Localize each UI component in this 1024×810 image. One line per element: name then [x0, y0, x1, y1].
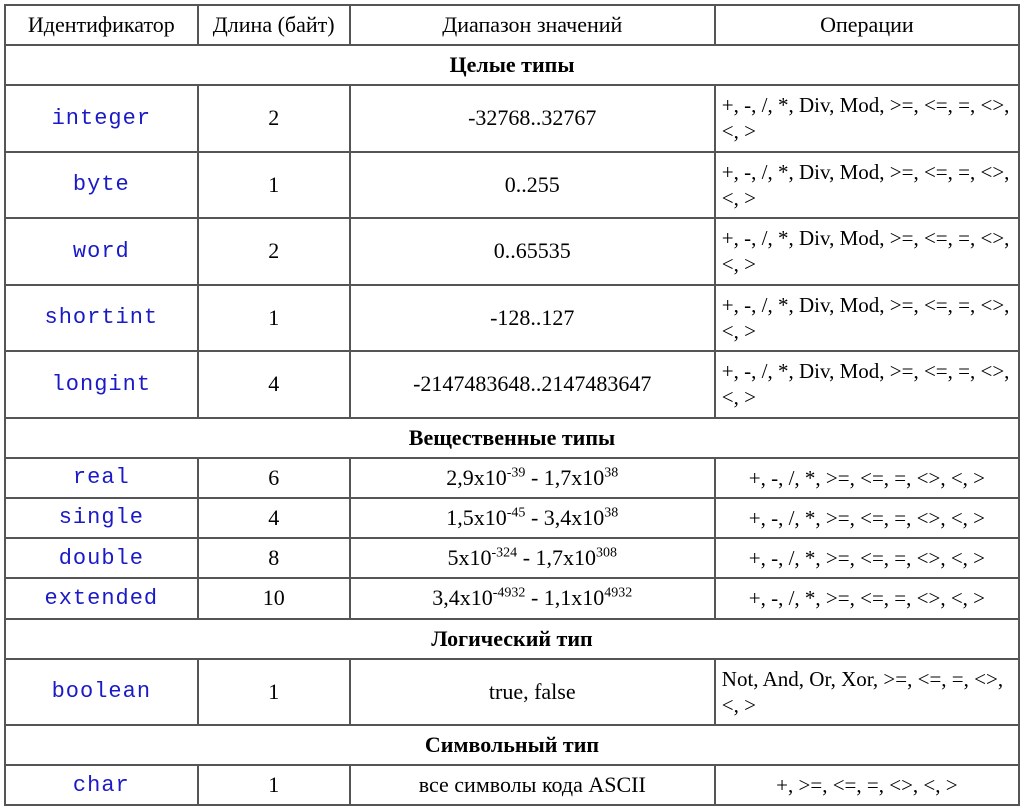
row-operations: +, -, /, *, Div, Mod, >=, <=, =, <>, <, …: [715, 152, 1019, 219]
table-row: longint 4 -2147483648..2147483647 +, -, …: [5, 351, 1019, 418]
row-identifier: byte: [5, 152, 198, 219]
section-header-integer: Целые типы: [5, 45, 1019, 85]
row-operations: +, -, /, *, >=, <=, =, <>, <, >: [715, 498, 1019, 538]
row-length: 8: [198, 538, 350, 578]
row-range: 3,4х10-4932 - 1,1х104932: [350, 578, 715, 618]
row-length: 1: [198, 152, 350, 219]
row-identifier: boolean: [5, 659, 198, 726]
row-operations: +, -, /, *, Div, Mod, >=, <=, =, <>, <, …: [715, 285, 1019, 352]
row-range: -32768..32767: [350, 85, 715, 152]
table-row: char 1 все символы кода ASCII +, >=, <=,…: [5, 765, 1019, 805]
row-length: 4: [198, 351, 350, 418]
header-length: Длина (байт): [198, 5, 350, 45]
table-row: single 4 1,5х10-45 - 3,4х1038 +, -, /, *…: [5, 498, 1019, 538]
section-integer-types: Целые типы: [5, 45, 1019, 85]
row-range: 0..255: [350, 152, 715, 219]
row-length: 4: [198, 498, 350, 538]
row-operations: +, -, /, *, Div, Mod, >=, <=, =, <>, <, …: [715, 218, 1019, 285]
section-header-symbol: Символьный тип: [5, 725, 1019, 765]
row-range: 5х10-324 - 1,7х10308: [350, 538, 715, 578]
section-header-logic: Логический тип: [5, 619, 1019, 659]
row-operations: +, >=, <=, =, <>, <, >: [715, 765, 1019, 805]
section-symbol-type: Символьный тип: [5, 725, 1019, 765]
row-length: 1: [198, 765, 350, 805]
row-identifier: char: [5, 765, 198, 805]
row-length: 2: [198, 218, 350, 285]
data-types-table: Идентификатор Длина (байт) Диапазон знач…: [4, 4, 1020, 806]
row-length: 1: [198, 285, 350, 352]
row-identifier: longint: [5, 351, 198, 418]
row-identifier: word: [5, 218, 198, 285]
table-header-row: Идентификатор Длина (байт) Диапазон знач…: [5, 5, 1019, 45]
row-length: 10: [198, 578, 350, 618]
row-range: true, false: [350, 659, 715, 726]
row-operations: Not, And, Or, Xor, >=, <=, =, <>, <, >: [715, 659, 1019, 726]
section-header-real: Вещественные типы: [5, 418, 1019, 458]
row-length: 1: [198, 659, 350, 726]
row-operations: +, -, /, *, >=, <=, =, <>, <, >: [715, 578, 1019, 618]
row-identifier: integer: [5, 85, 198, 152]
row-range: -128..127: [350, 285, 715, 352]
header-identifier: Идентификатор: [5, 5, 198, 45]
section-logic-type: Логический тип: [5, 619, 1019, 659]
row-identifier: shortint: [5, 285, 198, 352]
table-row: word 2 0..65535 +, -, /, *, Div, Mod, >=…: [5, 218, 1019, 285]
table-row: double 8 5х10-324 - 1,7х10308 +, -, /, *…: [5, 538, 1019, 578]
row-range: все символы кода ASCII: [350, 765, 715, 805]
row-length: 2: [198, 85, 350, 152]
row-operations: +, -, /, *, >=, <=, =, <>, <, >: [715, 458, 1019, 498]
header-range: Диапазон значений: [350, 5, 715, 45]
row-length: 6: [198, 458, 350, 498]
table-row: byte 1 0..255 +, -, /, *, Div, Mod, >=, …: [5, 152, 1019, 219]
section-real-types: Вещественные типы: [5, 418, 1019, 458]
row-identifier: extended: [5, 578, 198, 618]
row-identifier: single: [5, 498, 198, 538]
row-range: -2147483648..2147483647: [350, 351, 715, 418]
table-row: shortint 1 -128..127 +, -, /, *, Div, Mo…: [5, 285, 1019, 352]
row-range: 2,9х10-39 - 1,7х1038: [350, 458, 715, 498]
row-range: 0..65535: [350, 218, 715, 285]
table-row: boolean 1 true, false Not, And, Or, Xor,…: [5, 659, 1019, 726]
table-row: integer 2 -32768..32767 +, -, /, *, Div,…: [5, 85, 1019, 152]
header-operations: Операции: [715, 5, 1019, 45]
row-identifier: double: [5, 538, 198, 578]
row-operations: +, -, /, *, Div, Mod, >=, <=, =, <>, <, …: [715, 351, 1019, 418]
table-row: real 6 2,9х10-39 - 1,7х1038 +, -, /, *, …: [5, 458, 1019, 498]
table-row: extended 10 3,4х10-4932 - 1,1х104932 +, …: [5, 578, 1019, 618]
row-operations: +, -, /, *, >=, <=, =, <>, <, >: [715, 538, 1019, 578]
row-range: 1,5х10-45 - 3,4х1038: [350, 498, 715, 538]
row-identifier: real: [5, 458, 198, 498]
row-operations: +, -, /, *, Div, Mod, >=, <=, =, <>, <, …: [715, 85, 1019, 152]
